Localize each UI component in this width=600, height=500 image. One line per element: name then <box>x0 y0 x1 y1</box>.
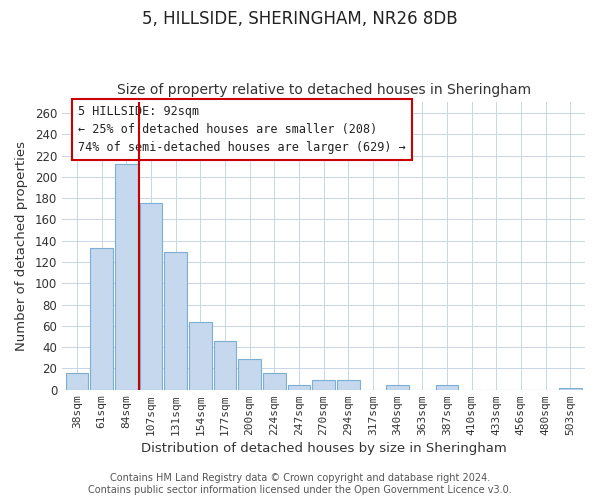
Bar <box>337 380 359 390</box>
Bar <box>263 372 286 390</box>
Bar <box>65 372 88 390</box>
Bar <box>90 248 113 390</box>
Bar <box>238 359 261 390</box>
Y-axis label: Number of detached properties: Number of detached properties <box>15 141 28 351</box>
Bar <box>287 386 310 390</box>
Bar <box>436 386 458 390</box>
Text: 5 HILLSIDE: 92sqm
← 25% of detached houses are smaller (208)
74% of semi-detache: 5 HILLSIDE: 92sqm ← 25% of detached hous… <box>78 105 406 154</box>
Text: 5, HILLSIDE, SHERINGHAM, NR26 8DB: 5, HILLSIDE, SHERINGHAM, NR26 8DB <box>142 10 458 28</box>
Bar <box>164 252 187 390</box>
Bar <box>140 204 163 390</box>
X-axis label: Distribution of detached houses by size in Sheringham: Distribution of detached houses by size … <box>141 442 506 455</box>
Text: Contains HM Land Registry data © Crown copyright and database right 2024.
Contai: Contains HM Land Registry data © Crown c… <box>88 474 512 495</box>
Bar <box>189 322 212 390</box>
Bar <box>214 340 236 390</box>
Bar <box>312 380 335 390</box>
Title: Size of property relative to detached houses in Sheringham: Size of property relative to detached ho… <box>116 83 530 97</box>
Bar <box>115 164 137 390</box>
Bar <box>559 388 581 390</box>
Bar <box>386 386 409 390</box>
